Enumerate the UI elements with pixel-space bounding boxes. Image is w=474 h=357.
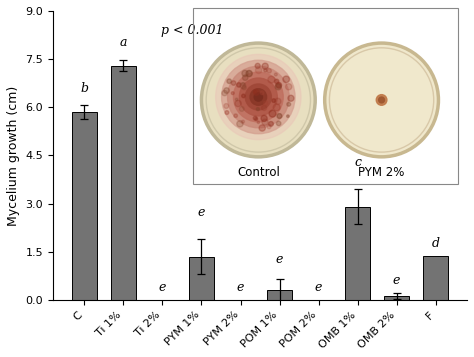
- Circle shape: [242, 82, 245, 86]
- Circle shape: [267, 69, 272, 73]
- Circle shape: [235, 100, 241, 107]
- Text: b: b: [81, 82, 89, 95]
- Circle shape: [376, 95, 387, 105]
- Circle shape: [283, 76, 290, 82]
- Bar: [189, 257, 214, 300]
- Circle shape: [235, 98, 238, 101]
- Circle shape: [269, 110, 276, 117]
- Bar: [423, 256, 448, 300]
- Circle shape: [243, 75, 248, 80]
- Circle shape: [261, 115, 267, 121]
- Circle shape: [239, 78, 277, 116]
- Circle shape: [222, 90, 227, 96]
- Text: e: e: [276, 252, 283, 266]
- Circle shape: [260, 91, 264, 95]
- Circle shape: [274, 79, 279, 84]
- Circle shape: [276, 82, 282, 88]
- Circle shape: [201, 43, 315, 157]
- Circle shape: [237, 83, 241, 87]
- Circle shape: [224, 104, 229, 109]
- Circle shape: [255, 67, 262, 74]
- Circle shape: [225, 111, 229, 115]
- Circle shape: [234, 114, 237, 117]
- Text: a: a: [120, 36, 127, 50]
- Circle shape: [272, 99, 275, 102]
- Circle shape: [246, 84, 271, 110]
- Circle shape: [269, 121, 273, 126]
- Circle shape: [231, 92, 234, 95]
- Circle shape: [224, 88, 229, 93]
- Circle shape: [237, 121, 243, 127]
- Circle shape: [221, 60, 295, 134]
- Bar: [384, 296, 409, 300]
- Text: PYM 2%: PYM 2%: [358, 166, 405, 178]
- Text: e: e: [198, 206, 205, 219]
- Circle shape: [274, 73, 277, 76]
- Circle shape: [268, 76, 275, 83]
- Circle shape: [274, 98, 281, 105]
- Circle shape: [231, 81, 236, 85]
- Circle shape: [242, 120, 245, 123]
- Circle shape: [242, 94, 245, 98]
- Bar: [111, 66, 136, 300]
- Text: Control: Control: [237, 166, 280, 178]
- Circle shape: [256, 107, 259, 111]
- Circle shape: [275, 84, 281, 90]
- Circle shape: [216, 54, 301, 140]
- Circle shape: [227, 79, 231, 84]
- Y-axis label: Mycelium growth (cm): Mycelium growth (cm): [7, 85, 20, 226]
- Circle shape: [287, 102, 291, 106]
- Circle shape: [262, 119, 268, 125]
- Circle shape: [288, 95, 294, 101]
- Circle shape: [228, 66, 289, 128]
- Circle shape: [257, 121, 260, 124]
- Circle shape: [264, 69, 267, 72]
- Circle shape: [254, 93, 263, 101]
- Bar: [345, 207, 370, 300]
- Circle shape: [276, 121, 281, 126]
- Circle shape: [379, 97, 384, 103]
- Circle shape: [262, 63, 268, 69]
- Circle shape: [325, 43, 438, 157]
- Text: e: e: [237, 281, 244, 294]
- Circle shape: [255, 63, 260, 69]
- Circle shape: [242, 70, 248, 76]
- Circle shape: [262, 105, 267, 110]
- Text: d: d: [431, 237, 439, 250]
- Circle shape: [285, 84, 292, 90]
- Circle shape: [264, 101, 268, 105]
- Bar: [72, 112, 97, 300]
- Circle shape: [273, 104, 280, 111]
- Text: p < 0.001: p < 0.001: [161, 24, 223, 37]
- Text: e: e: [159, 281, 166, 294]
- Circle shape: [233, 72, 283, 122]
- Circle shape: [246, 70, 252, 77]
- Circle shape: [276, 83, 281, 87]
- Circle shape: [259, 125, 265, 131]
- Bar: [267, 290, 292, 300]
- Circle shape: [242, 86, 246, 90]
- Circle shape: [239, 106, 244, 111]
- Circle shape: [240, 83, 246, 89]
- Circle shape: [287, 115, 289, 117]
- Circle shape: [254, 91, 257, 94]
- Text: e: e: [315, 281, 322, 294]
- Circle shape: [267, 124, 271, 129]
- Circle shape: [250, 89, 266, 105]
- Circle shape: [255, 117, 258, 121]
- Circle shape: [253, 89, 259, 95]
- Circle shape: [277, 114, 282, 119]
- Circle shape: [253, 116, 257, 120]
- Text: c: c: [354, 156, 361, 169]
- Text: e: e: [393, 274, 400, 287]
